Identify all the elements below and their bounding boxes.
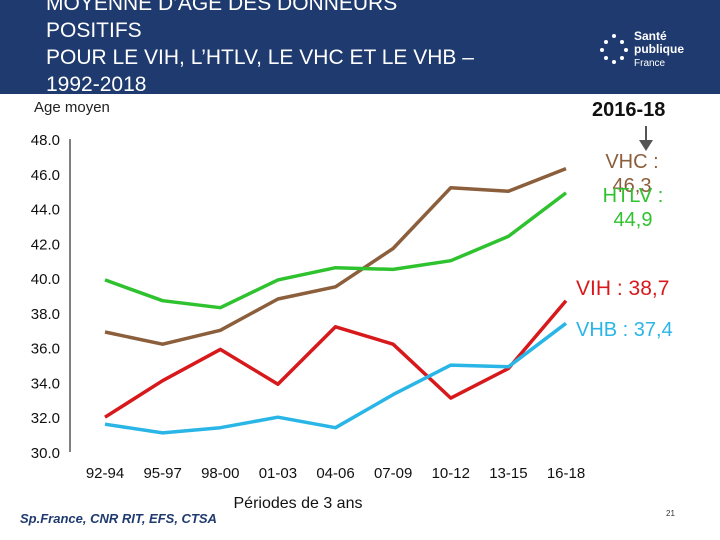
x-tick-label: 01-03 [259, 465, 297, 482]
title-line: POSITIFS [46, 19, 142, 42]
y-tick-label: 32.0 [31, 410, 60, 427]
x-axis-label: Périodes de 3 ans [234, 495, 363, 512]
x-tick-label: 95-97 [143, 465, 181, 482]
vhc-annotation: VHC : 46,3 [592, 150, 672, 198]
title-banner: MOYENNE D’AGE DES DONNEURS POSITIFS POUR… [0, 0, 720, 94]
x-tick-label: 92-94 [86, 465, 124, 482]
y-tick-label: 30.0 [31, 445, 60, 462]
x-tick-label: 16-18 [547, 465, 585, 482]
vhc-annotation-line: VHC : [605, 151, 659, 173]
series-line-htlv [104, 191, 568, 310]
logo-text: Santé [634, 29, 667, 43]
x-tick-label: 04-06 [316, 465, 354, 482]
page-number: 21 [666, 509, 675, 518]
htlv-annotation: HTLV : 44,9 [588, 184, 678, 232]
source-text: Sp.France, CNR RIT, EFS, CTSA [20, 511, 217, 526]
title-line: 1992-2018 [46, 73, 147, 94]
logo-text: publique [634, 42, 684, 56]
y-tick-label: 46.0 [31, 167, 60, 184]
y-tick-label: 40.0 [31, 271, 60, 288]
title-line: POUR LE VIH, L’HTLV, LE VHC ET LE VHB – [46, 46, 474, 69]
series-lines [104, 166, 568, 435]
x-tick-label: 98-00 [201, 465, 239, 482]
y-axis-label: Age moyen [34, 99, 110, 116]
y-tick-label: 48.0 [31, 132, 60, 149]
series-line-vhb [104, 321, 568, 435]
y-tick-label: 34.0 [31, 375, 60, 392]
y-tick-label: 38.0 [31, 306, 60, 323]
series-line-vhc [104, 166, 567, 346]
title-line: MOYENNE D’AGE DES DONNEURS [46, 0, 398, 15]
y-tick-label: 44.0 [31, 202, 60, 219]
x-tick-label: 10-12 [432, 465, 470, 482]
series-line-vih [104, 299, 568, 419]
y-tick-label: 36.0 [31, 341, 60, 358]
y-tick-label: 42.0 [31, 236, 60, 253]
htlv-annotation-line: HTLV : [602, 185, 664, 207]
htlv-annotation-value: 44,9 [613, 209, 653, 231]
x-tick-labels: 92-94 95-97 98-00 01-03 04-06 07-09 10-12 13-15… [86, 465, 585, 482]
period-label: 2016-18 [592, 99, 666, 121]
x-tick-label: 13-15 [489, 465, 527, 482]
sante-publique-logo: Santé publique France [600, 28, 696, 76]
vhb-annotation: VHB : 37,4 [576, 319, 673, 341]
logo-dots-icon [600, 34, 628, 64]
logo-text: France [634, 58, 666, 69]
x-tick-label: 07-09 [374, 465, 412, 482]
slide-title: MOYENNE D’AGE DES DONNEURS POSITIFS POUR… [46, 0, 576, 94]
vhc-annotation-value: 46,3 [612, 175, 652, 197]
down-arrow-icon [639, 126, 653, 151]
vih-annotation: VIH : 38,7 [576, 277, 670, 300]
y-tick-labels: 30.0 32.0 34.0 36.0 38.0 40.0 42.0 44.0 46.0 48.0 [31, 132, 60, 462]
